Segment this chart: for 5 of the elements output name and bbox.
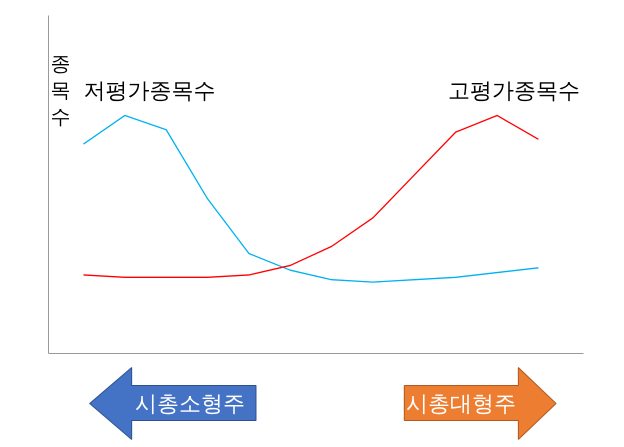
text: 시총소형주 (134, 391, 245, 416)
y-axis-title: 종목수 (50, 54, 70, 128)
series-label: 저평가종목수 (83, 78, 216, 103)
text: 시총대형주 (406, 391, 516, 416)
series-label: 고평가종목수 (448, 78, 580, 103)
